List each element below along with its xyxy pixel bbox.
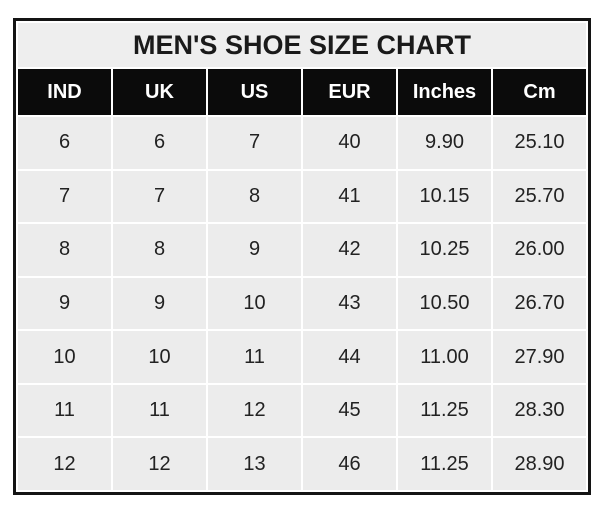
- shoe-size-chart: MEN'S SHOE SIZE CHART IND UK US EUR Inch…: [13, 18, 591, 495]
- table-cell: 10.25: [398, 224, 491, 276]
- column-header-uk: UK: [113, 69, 206, 115]
- table-cell: 12: [18, 438, 111, 490]
- size-table: MEN'S SHOE SIZE CHART IND UK US EUR Inch…: [13, 18, 591, 495]
- table-cell: 10.15: [398, 170, 491, 223]
- table-cell: 8: [208, 170, 301, 223]
- table-cell: 26.00: [493, 224, 586, 276]
- table-cell: 6: [113, 117, 206, 169]
- table-row: 10 10 11 44 11.00 27.90: [18, 331, 586, 383]
- table-cell: 11: [18, 384, 111, 437]
- table-cell: 28.90: [493, 438, 586, 490]
- column-header-inches: Inches: [398, 69, 491, 115]
- table-cell: 9.90: [398, 117, 491, 169]
- table-cell: 10: [18, 331, 111, 383]
- table-cell: 25.70: [493, 170, 586, 223]
- table-cell: 44: [303, 331, 396, 383]
- table-cell: 7: [208, 117, 301, 169]
- table-cell: 27.90: [493, 331, 586, 383]
- column-header-cm: Cm: [493, 69, 586, 115]
- table-cell: 8: [113, 224, 206, 276]
- table-cell: 9: [113, 277, 206, 330]
- table-cell: 43: [303, 277, 396, 330]
- table-cell: 10: [208, 277, 301, 330]
- table-cell: 7: [18, 170, 111, 223]
- table-cell: 11.25: [398, 438, 491, 490]
- title-row: MEN'S SHOE SIZE CHART: [18, 23, 586, 67]
- table-cell: 25.10: [493, 117, 586, 169]
- header-row: IND UK US EUR Inches Cm: [18, 69, 586, 115]
- table-cell: 12: [208, 384, 301, 437]
- table-row: 12 12 13 46 11.25 28.90: [18, 438, 586, 490]
- table-cell: 46: [303, 438, 396, 490]
- table-cell: 8: [18, 224, 111, 276]
- table-cell: 10: [113, 331, 206, 383]
- table-row: 9 9 10 43 10.50 26.70: [18, 277, 586, 330]
- table-cell: 11: [208, 331, 301, 383]
- table-row: 6 6 7 40 9.90 25.10: [18, 117, 586, 169]
- table-cell: 9: [18, 277, 111, 330]
- table-cell: 11.00: [398, 331, 491, 383]
- table-cell: 26.70: [493, 277, 586, 330]
- table-cell: 6: [18, 117, 111, 169]
- table-row: 7 7 8 41 10.15 25.70: [18, 170, 586, 223]
- chart-title: MEN'S SHOE SIZE CHART: [18, 23, 586, 67]
- table-cell: 41: [303, 170, 396, 223]
- table-cell: 12: [113, 438, 206, 490]
- table-row: 11 11 12 45 11.25 28.30: [18, 384, 586, 437]
- table-cell: 45: [303, 384, 396, 437]
- column-header-us: US: [208, 69, 301, 115]
- table-cell: 10.50: [398, 277, 491, 330]
- table-cell: 42: [303, 224, 396, 276]
- table-row: 8 8 9 42 10.25 26.00: [18, 224, 586, 276]
- table-cell: 40: [303, 117, 396, 169]
- table-cell: 7: [113, 170, 206, 223]
- table-cell: 28.30: [493, 384, 586, 437]
- table-cell: 13: [208, 438, 301, 490]
- column-header-ind: IND: [18, 69, 111, 115]
- column-header-eur: EUR: [303, 69, 396, 115]
- table-cell: 11: [113, 384, 206, 437]
- table-cell: 9: [208, 224, 301, 276]
- table-cell: 11.25: [398, 384, 491, 437]
